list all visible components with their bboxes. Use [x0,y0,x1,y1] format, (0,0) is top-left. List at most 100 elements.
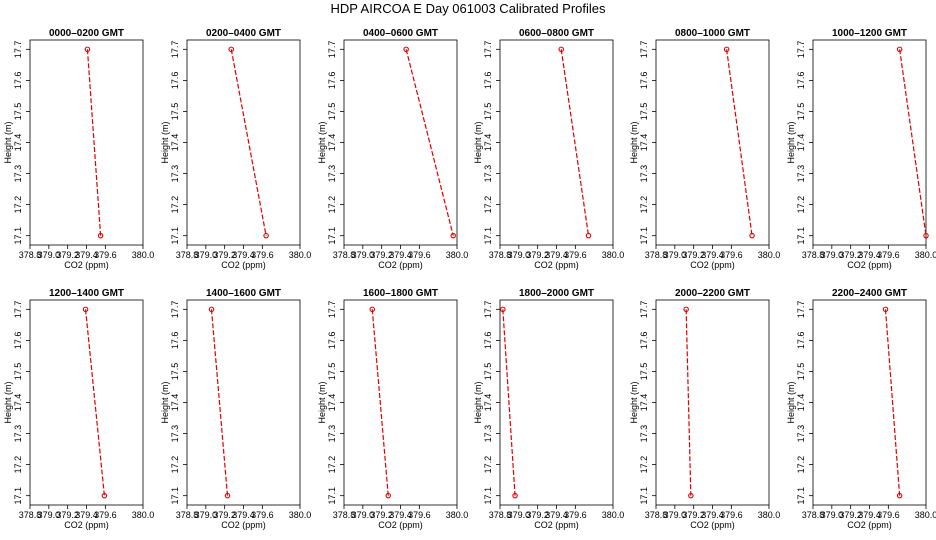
x-tick-label: 379.2 [213,510,236,520]
y-tick-label: 17.3 [170,425,180,443]
x-tick-label: 379.2 [839,510,862,520]
plot-frame [812,39,927,246]
y-tick-label: 17.5 [327,363,337,381]
panel-title: 0200–0400 GMT [206,28,281,39]
y-tick-label: 17.1 [170,227,180,245]
y-tick-label: 17.6 [639,332,649,350]
profile-line [726,49,753,236]
y-tick-label: 17.2 [483,456,493,474]
x-tick-label: 379.6 [408,510,431,520]
profile-line [884,309,901,496]
x-tick-label: 379.4 [75,510,98,520]
x-tick-label: 380.0 [602,510,625,520]
x-tick-label: 379.0 [508,250,531,260]
plot-frame [812,299,927,506]
profile-line [560,49,590,236]
x-tick-label: 378.8 [19,510,42,520]
data-point [688,492,694,499]
y-tick-label: 17.1 [796,487,806,505]
y-tick-label: 17.6 [327,72,337,90]
x-tick-label: 379.4 [858,250,881,260]
y-tick-label: 17.6 [796,72,806,90]
y-axis-label: Height (m) [160,121,170,163]
y-tick-label: 17.6 [13,332,23,350]
x-tick-label: 379.4 [701,510,724,520]
data-point [512,492,518,499]
x-tick-label: 380.0 [758,250,781,260]
data-point [882,306,889,313]
x-tick-label: 379.6 [877,510,900,520]
panel-title: 1200–1400 GMT [49,288,124,299]
y-tick-label: 17.4 [13,394,23,412]
y-tick-label: 17.4 [483,134,493,152]
y-tick-label: 17.1 [327,227,337,245]
x-tick-label: 378.8 [333,510,356,520]
y-tick-label: 17.7 [13,41,23,59]
y-tick-label: 17.3 [796,425,806,443]
y-tick-label: 17.4 [13,134,23,152]
x-tick-label: 379.6 [720,510,743,520]
data-point [450,232,456,239]
panel-title: 0400–0600 GMT [363,28,438,39]
x-tick-label: 378.8 [333,250,356,260]
plot-frame [343,299,458,506]
y-tick-label: 17.6 [327,332,337,350]
x-tick-label: 379.4 [858,510,881,520]
x-tick-label: 380.0 [915,250,936,260]
data-point [896,492,903,499]
panel-title: 1800–2000 GMT [519,288,594,299]
x-tick-label: 379.4 [545,250,568,260]
plot-frame [655,299,770,506]
y-tick-label: 17.2 [170,196,180,214]
y-tick-label: 17.4 [170,134,180,152]
y-axis-label: Height (m) [473,121,483,163]
x-tick-label: 378.8 [19,250,42,260]
plot-frame [655,39,770,246]
x-tick-label: 379.2 [370,250,393,260]
plot-frame [343,39,458,246]
panel-title: 2200–2400 GMT [832,288,907,299]
panel-title: 0800–1000 GMT [675,28,750,39]
data-point [101,492,108,499]
data-point [224,492,231,499]
data-point [403,46,409,53]
x-axis-label: CO2 (ppm) [378,520,423,530]
data-point [97,232,104,239]
x-tick-label: 379.2 [526,510,549,520]
y-tick-label: 17.5 [639,363,649,381]
data-point [84,46,91,53]
y-tick-label: 17.7 [170,301,180,319]
y-tick-label: 17.3 [639,165,649,183]
x-tick-label: 379.6 [408,250,431,260]
x-tick-label: 379.2 [682,510,705,520]
y-tick-label: 17.1 [170,487,180,505]
y-tick-label: 17.7 [796,301,806,319]
plot-frame [186,299,301,506]
figure-title: HDP AIRCOA E Day 061003 Calibrated Profi… [330,1,606,16]
data-point [723,46,730,53]
y-tick-label: 17.6 [796,332,806,350]
x-tick-label: 379.2 [682,250,705,260]
y-tick-label: 17.6 [170,72,180,90]
x-axis-label: CO2 (ppm) [847,260,892,270]
x-tick-label: 380.0 [289,250,312,260]
profile-line [84,309,105,496]
y-tick-label: 17.2 [170,456,180,474]
x-tick-label: 380.0 [446,250,469,260]
x-axis-label: CO2 (ppm) [690,520,735,530]
data-point [228,46,235,53]
y-tick-label: 17.7 [327,41,337,59]
y-tick-label: 17.5 [639,103,649,121]
x-tick-label: 379.6 [251,510,274,520]
panel-title: 1600–1800 GMT [363,288,438,299]
plot-frame [29,39,144,246]
x-tick-label: 379.0 [508,510,531,520]
y-tick-label: 17.7 [13,301,23,319]
x-tick-label: 380.0 [132,250,155,260]
x-tick-label: 379.2 [56,250,79,260]
